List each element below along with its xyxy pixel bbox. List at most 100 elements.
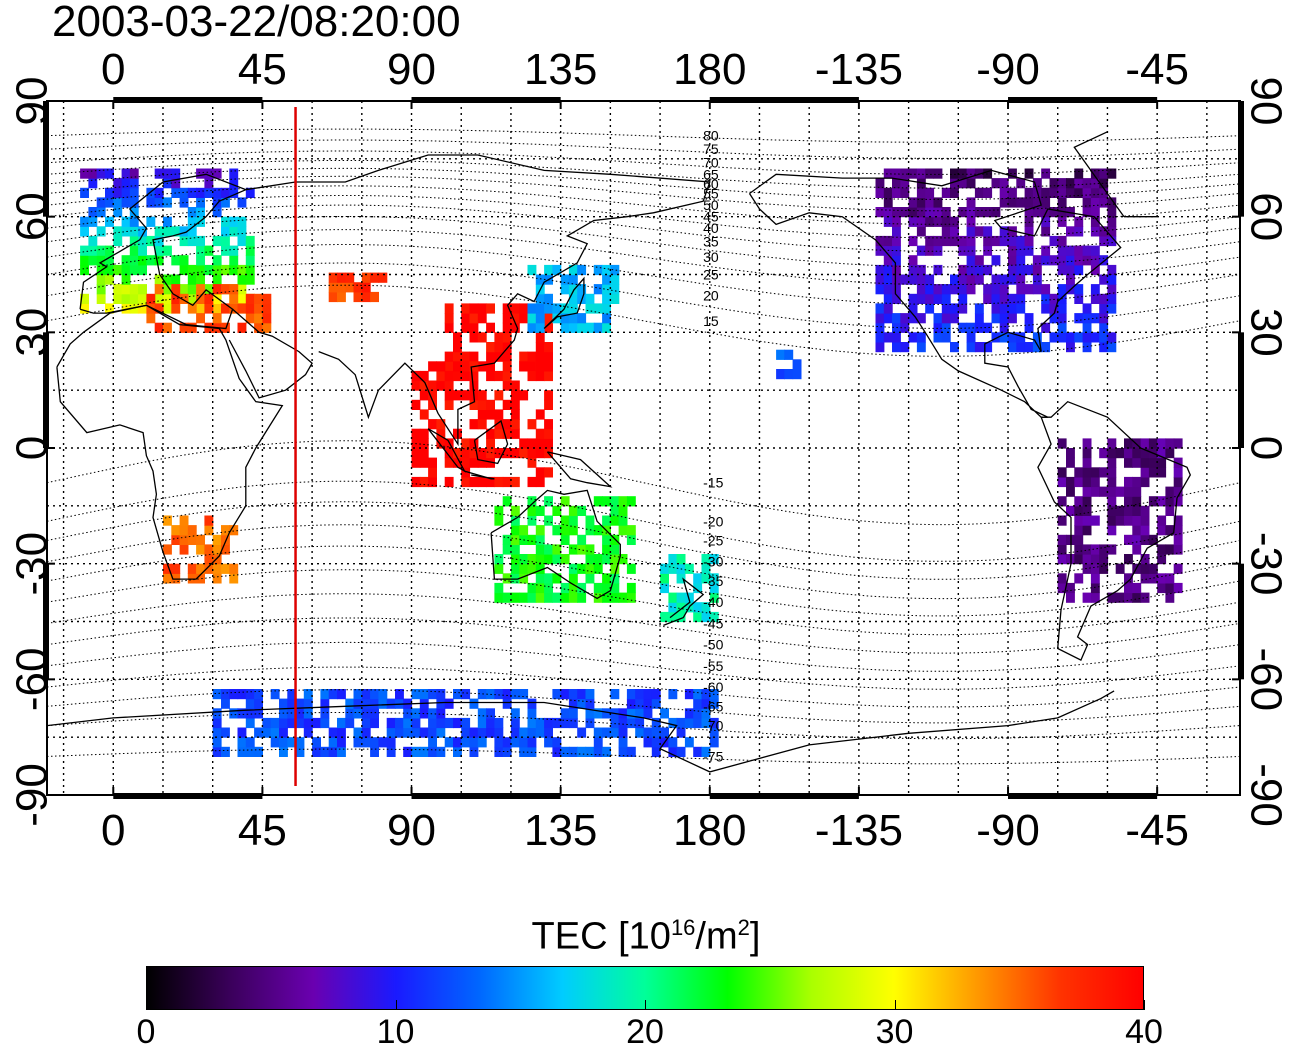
tec-cell: [535, 448, 545, 459]
tec-cell: [461, 727, 471, 738]
tec-cell: [974, 226, 984, 237]
tec-cell: [237, 737, 247, 748]
tec-cell: [477, 399, 487, 410]
tec-cell: [602, 293, 611, 304]
tec-cell: [245, 303, 255, 314]
tec-cell: [303, 727, 313, 738]
tec-cell: [187, 563, 197, 574]
coastline: [1037, 400, 1192, 661]
tec-cell: [428, 689, 437, 700]
tec-cell: [668, 737, 678, 748]
coastline: [490, 489, 621, 600]
tec-cell: [693, 746, 703, 757]
tec-cell: [552, 264, 562, 276]
tec-cell: [486, 399, 495, 410]
tec-cell: [245, 698, 255, 709]
tec-cell: [916, 284, 926, 295]
tec-cell: [386, 717, 396, 729]
tec-cell: [908, 264, 918, 276]
tec-cell: [121, 187, 131, 198]
tec-cell: [602, 515, 611, 526]
tec-cell: [1107, 486, 1117, 497]
tec-cell: [1032, 207, 1042, 218]
tec-cell: [568, 322, 578, 333]
tec-cell: [527, 582, 537, 594]
tec-cell: [900, 187, 910, 198]
tec-cell: [991, 284, 1001, 295]
tec-cell: [494, 505, 504, 516]
tec-cell: [1066, 592, 1075, 603]
tec-cell: [187, 216, 197, 227]
tec-cell: [527, 361, 537, 372]
tec-cell: [1124, 534, 1133, 545]
tec-cell: [419, 438, 429, 449]
tec-cell: [958, 235, 968, 247]
tec-cell: [1090, 293, 1100, 304]
tec-cell: [510, 419, 520, 430]
contour-line: [47, 128, 1240, 143]
tec-cell: [1057, 313, 1067, 324]
tec-cell: [370, 689, 379, 700]
tec-cell: [1099, 274, 1109, 285]
tec-cell: [983, 168, 993, 179]
tec-cell: [461, 438, 471, 449]
tec-cell: [883, 332, 893, 343]
tec-cell: [444, 361, 454, 372]
tec-cell: [1082, 303, 1092, 314]
tec-cell: [544, 370, 553, 382]
tec-cell: [1032, 332, 1042, 343]
tec-cell: [1090, 544, 1100, 555]
tec-cell: [1057, 264, 1067, 276]
tec-cell: [245, 708, 255, 719]
tec-cell: [1008, 168, 1017, 179]
tec-cell: [933, 168, 943, 179]
coastline: [543, 276, 585, 329]
tec-cell: [477, 737, 487, 748]
tec-cell: [187, 534, 197, 545]
tec-cell: [502, 303, 512, 314]
lat-tick-label-right: 30: [1242, 308, 1291, 357]
tec-cell: [660, 573, 669, 584]
tec-cell: [88, 235, 98, 247]
tec-cell: [958, 168, 968, 179]
lat-tick-label-right: 0: [1242, 436, 1291, 460]
tec-cell: [560, 534, 570, 545]
tec-cell: [221, 235, 230, 247]
tec-cell: [1099, 332, 1109, 343]
tec-cell: [494, 737, 504, 748]
tec-cell: [138, 303, 147, 314]
tec-cell: [908, 303, 918, 314]
tec-cell: [1124, 486, 1133, 497]
tec-cell: [1148, 563, 1158, 574]
tec-cell: [1090, 573, 1100, 584]
tec-cell: [966, 178, 976, 189]
tec-cell: [676, 602, 686, 613]
tec-cell: [560, 303, 570, 314]
tec-cell: [295, 698, 305, 709]
tec-cell: [1090, 168, 1100, 179]
tec-cell: [1066, 582, 1075, 594]
tec-cell: [593, 708, 603, 719]
tec-cell: [370, 272, 379, 283]
tec-cell: [1024, 197, 1034, 208]
tec-cell: [1016, 245, 1026, 256]
tec-cell: [966, 245, 976, 256]
contour-label: -70: [703, 718, 723, 734]
tec-cell: [991, 255, 1001, 266]
tec-cell: [212, 293, 222, 304]
tec-cell: [129, 293, 139, 304]
tec-cell: [204, 178, 214, 189]
tec-cell: [1032, 255, 1042, 266]
tec-cell: [196, 207, 205, 218]
tec-cell: [660, 611, 669, 623]
tec-cell: [237, 235, 247, 247]
tec-cell: [585, 515, 595, 526]
tec-cell: [453, 457, 462, 468]
colorbar-title: TEC [1016/m2]: [531, 915, 761, 958]
tec-cell: [212, 554, 222, 565]
tec-cell: [1107, 303, 1117, 314]
tec-cell: [568, 592, 578, 603]
tec-cell: [469, 419, 479, 430]
tec-cell: [535, 293, 545, 304]
tec-cell: [510, 737, 520, 748]
